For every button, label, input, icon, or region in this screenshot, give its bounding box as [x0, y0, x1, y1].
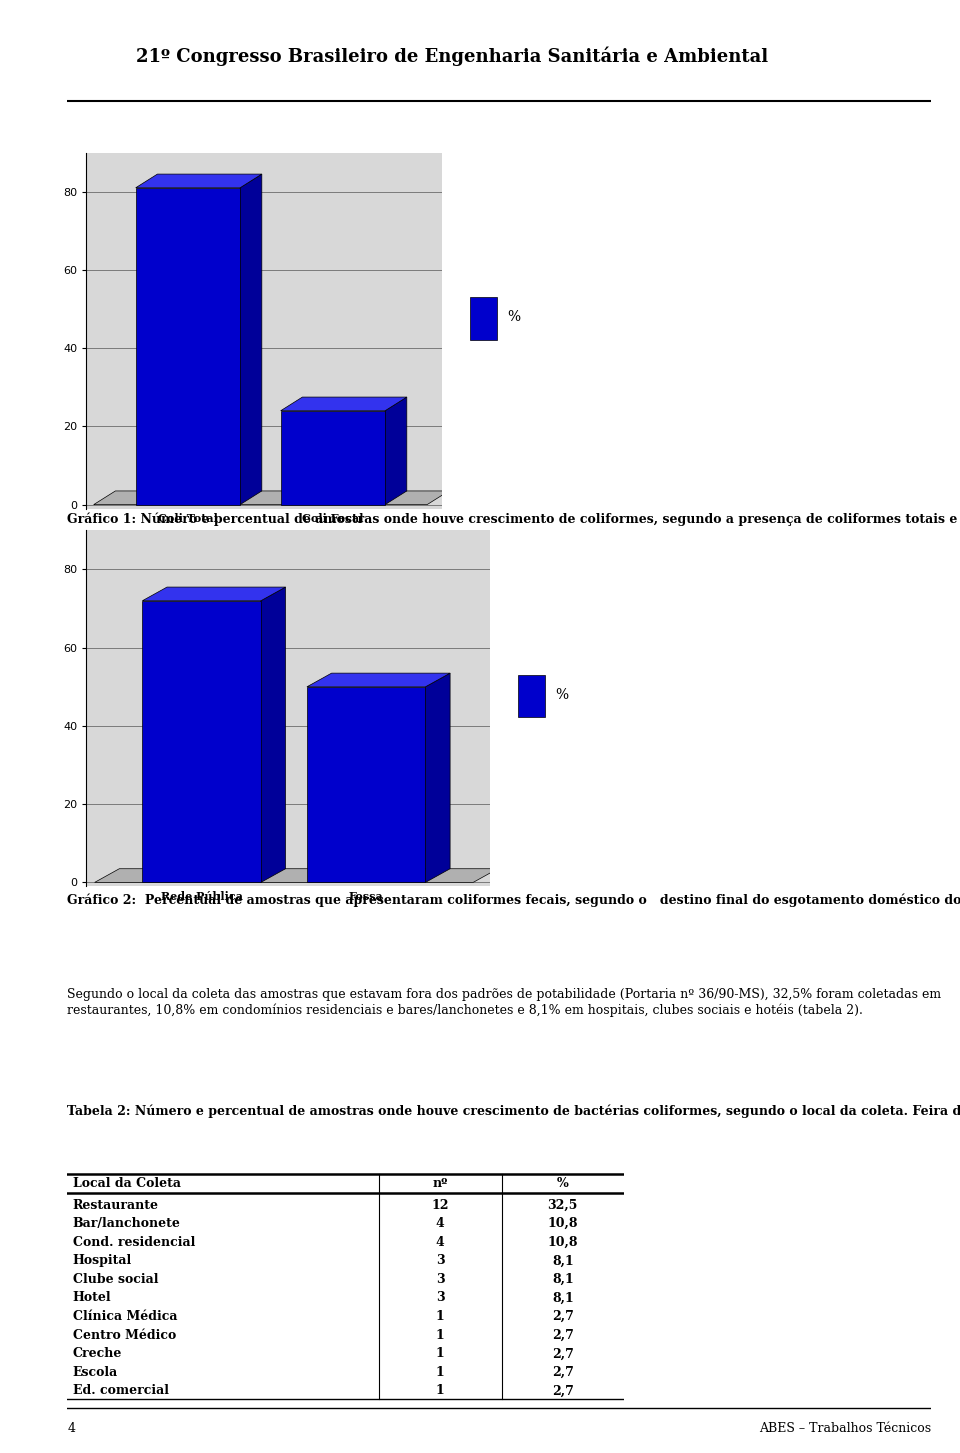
- Text: 3: 3: [436, 1273, 444, 1286]
- Text: Cond. residencial: Cond. residencial: [73, 1235, 195, 1248]
- Text: nº: nº: [433, 1177, 448, 1190]
- Text: Hospital: Hospital: [73, 1254, 132, 1267]
- Text: 3: 3: [436, 1254, 444, 1267]
- Bar: [135, 187, 240, 504]
- Text: 8,1: 8,1: [552, 1292, 574, 1305]
- Text: %: %: [507, 309, 520, 324]
- Text: 1: 1: [436, 1385, 444, 1398]
- Text: Creche: Creche: [73, 1347, 122, 1360]
- Text: 32,5: 32,5: [547, 1199, 578, 1212]
- Text: 4: 4: [436, 1218, 444, 1231]
- Polygon shape: [280, 397, 407, 411]
- Text: Ed. comercial: Ed. comercial: [73, 1385, 169, 1398]
- Text: 8,1: 8,1: [552, 1254, 574, 1267]
- Text: 1: 1: [436, 1347, 444, 1360]
- Bar: [470, 296, 497, 340]
- Polygon shape: [385, 397, 407, 504]
- Polygon shape: [425, 673, 450, 882]
- Bar: [142, 600, 261, 882]
- Text: 2,7: 2,7: [552, 1366, 574, 1379]
- Text: Gráfico 2:  Percentual de amostras que apresentaram coliformes fecais, segundo o: Gráfico 2: Percentual de amostras que ap…: [67, 894, 960, 907]
- Text: 10,8: 10,8: [547, 1235, 578, 1248]
- Text: Escola: Escola: [73, 1366, 118, 1379]
- Polygon shape: [135, 174, 262, 187]
- Text: Centro Médico: Centro Médico: [73, 1328, 176, 1341]
- Text: Bar/lanchonete: Bar/lanchonete: [73, 1218, 180, 1231]
- Text: Clínica Médica: Clínica Médica: [73, 1311, 178, 1324]
- Text: Local da Coleta: Local da Coleta: [73, 1177, 180, 1190]
- Text: %: %: [557, 1177, 568, 1190]
- Text: 10,8: 10,8: [547, 1218, 578, 1231]
- Polygon shape: [94, 491, 449, 504]
- Bar: [307, 687, 425, 882]
- Text: 2,7: 2,7: [552, 1385, 574, 1398]
- Text: 12: 12: [431, 1199, 449, 1212]
- Text: 2,7: 2,7: [552, 1347, 574, 1360]
- Bar: [280, 411, 385, 504]
- Polygon shape: [95, 869, 498, 882]
- Text: ABES – Trabalhos Técnicos: ABES – Trabalhos Técnicos: [759, 1422, 931, 1436]
- Polygon shape: [240, 174, 262, 504]
- Text: 2,7: 2,7: [552, 1328, 574, 1341]
- Text: 8,1: 8,1: [552, 1273, 574, 1286]
- Text: Gráfico 1: Número e percentual de amostras onde houve crescimento de coliformes,: Gráfico 1: Número e percentual de amostr…: [67, 513, 960, 526]
- Polygon shape: [142, 587, 285, 600]
- Text: 4: 4: [67, 1422, 75, 1436]
- Polygon shape: [307, 673, 450, 687]
- Text: 1: 1: [436, 1328, 444, 1341]
- Text: 2,7: 2,7: [552, 1311, 574, 1324]
- Text: 21º Congresso Brasileiro de Engenharia Sanitária e Ambiental: 21º Congresso Brasileiro de Engenharia S…: [136, 46, 768, 67]
- Text: Tabela 2: Número e percentual de amostras onde houve crescimento de bactérias co: Tabela 2: Número e percentual de amostra…: [67, 1104, 960, 1117]
- Text: 4: 4: [436, 1235, 444, 1248]
- Text: Hotel: Hotel: [73, 1292, 111, 1305]
- Text: %: %: [555, 687, 568, 702]
- Text: 3: 3: [436, 1292, 444, 1305]
- Bar: [518, 674, 545, 718]
- Polygon shape: [261, 587, 285, 882]
- Text: Clube social: Clube social: [73, 1273, 158, 1286]
- Text: Restaurante: Restaurante: [73, 1199, 158, 1212]
- Text: Segundo o local da coleta das amostras que estavam fora dos padrões de potabilid: Segundo o local da coleta das amostras q…: [67, 988, 942, 1017]
- Text: 1: 1: [436, 1311, 444, 1324]
- Text: 1: 1: [436, 1366, 444, 1379]
